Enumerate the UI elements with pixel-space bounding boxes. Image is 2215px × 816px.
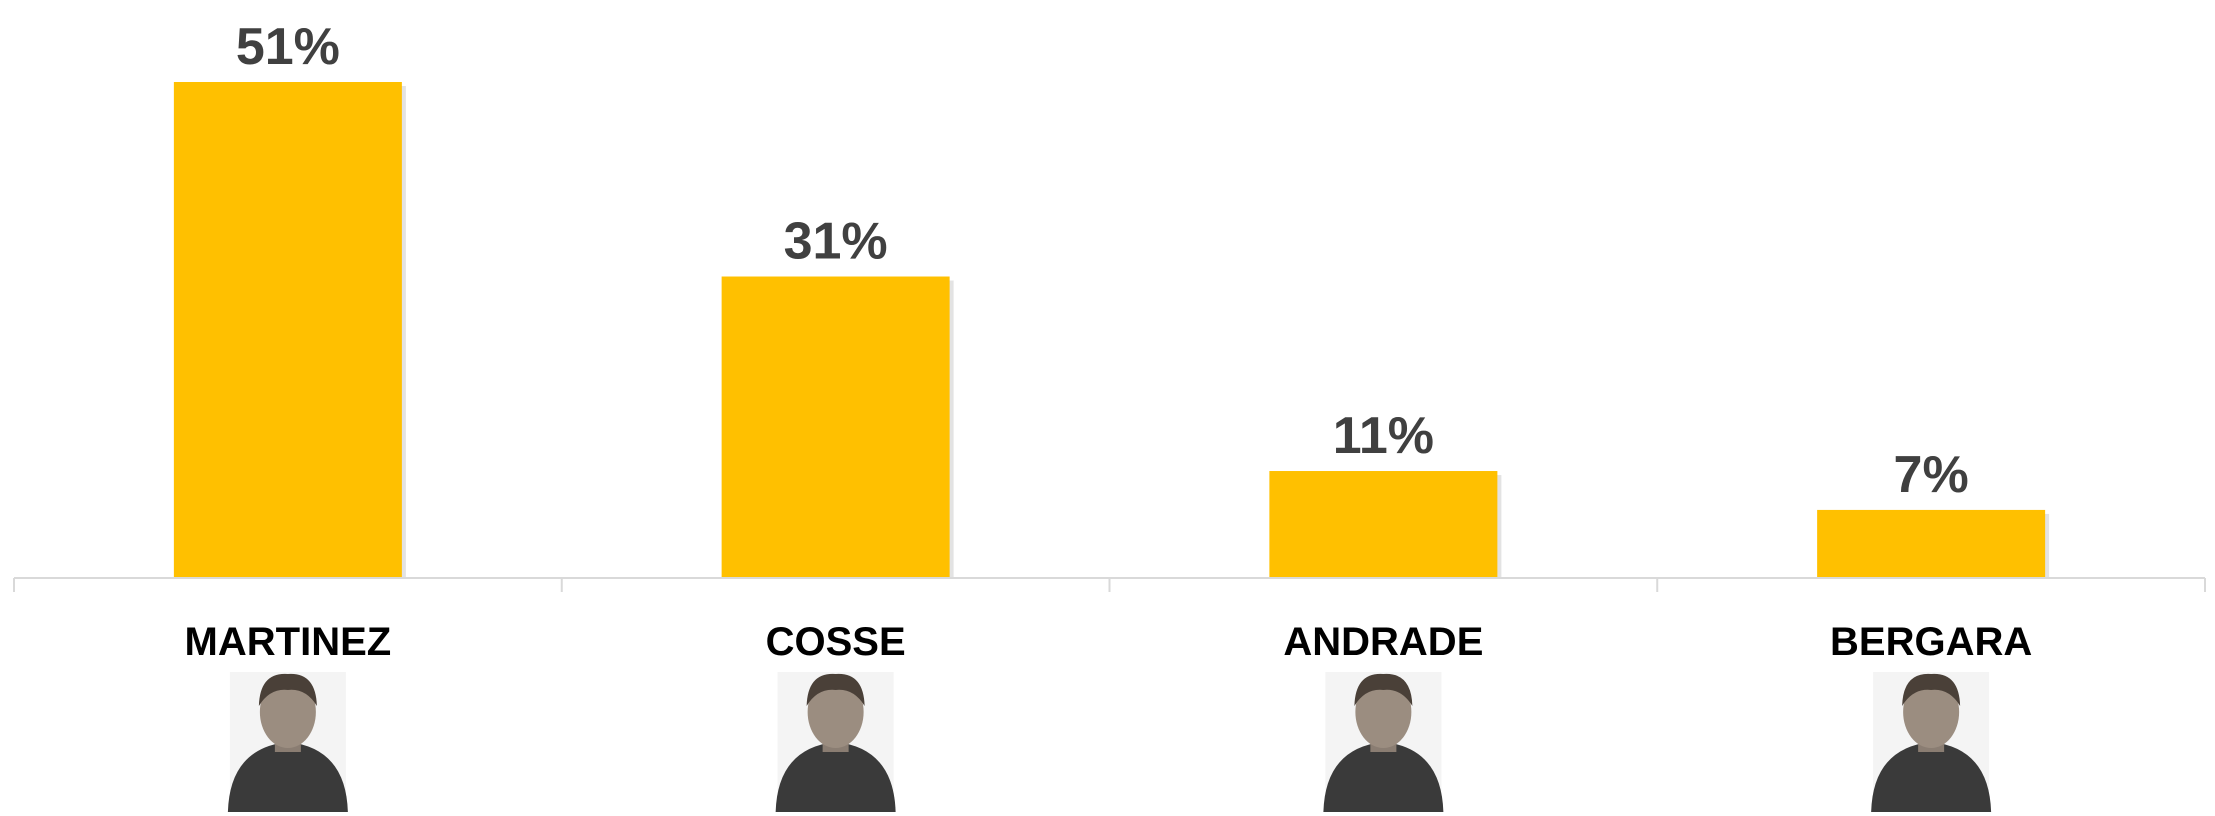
bars-group <box>173 82 2050 578</box>
data-label-martinez: 51% <box>236 18 340 76</box>
category-label-bergara: BERGARA <box>1830 620 2032 664</box>
category-labels-group: MARTINEZ COSSE ANDRADE BERGARA <box>185 620 2033 664</box>
portrait-hair <box>1902 673 1961 706</box>
value-labels-group: 51% 31% 11% 7% <box>236 18 1969 504</box>
portrait-hair <box>1354 673 1413 706</box>
bar-andrade <box>1269 471 1498 578</box>
data-label-cosse: 31% <box>784 213 888 271</box>
bar-cosse <box>721 276 950 578</box>
category-label-andrade: ANDRADE <box>1283 620 1483 664</box>
portrait-shoulders <box>775 742 896 812</box>
portrait-shoulders <box>1323 742 1444 812</box>
category-label-cosse: COSSE <box>766 620 906 664</box>
portrait-shoulders <box>1871 742 1992 812</box>
portrait-andrade <box>1323 672 1444 812</box>
portrait-head <box>807 676 864 748</box>
bar-martinez <box>173 82 402 578</box>
portraits-group <box>227 672 1992 812</box>
portrait-martinez <box>227 672 348 812</box>
x-axis <box>13 577 2206 592</box>
portrait-hair <box>806 673 865 706</box>
portrait-head <box>1903 676 1960 748</box>
data-label-bergara: 7% <box>1894 446 1969 504</box>
portrait-cosse <box>775 672 896 812</box>
data-label-andrade: 11% <box>1333 407 1434 465</box>
bar-bergara <box>1817 509 2046 578</box>
portrait-hair <box>258 673 317 706</box>
portrait-head <box>259 676 316 748</box>
portrait-shoulders <box>227 742 348 812</box>
portrait-head <box>1355 676 1412 748</box>
category-label-martinez: MARTINEZ <box>185 620 392 664</box>
portrait-bergara <box>1871 672 1992 812</box>
